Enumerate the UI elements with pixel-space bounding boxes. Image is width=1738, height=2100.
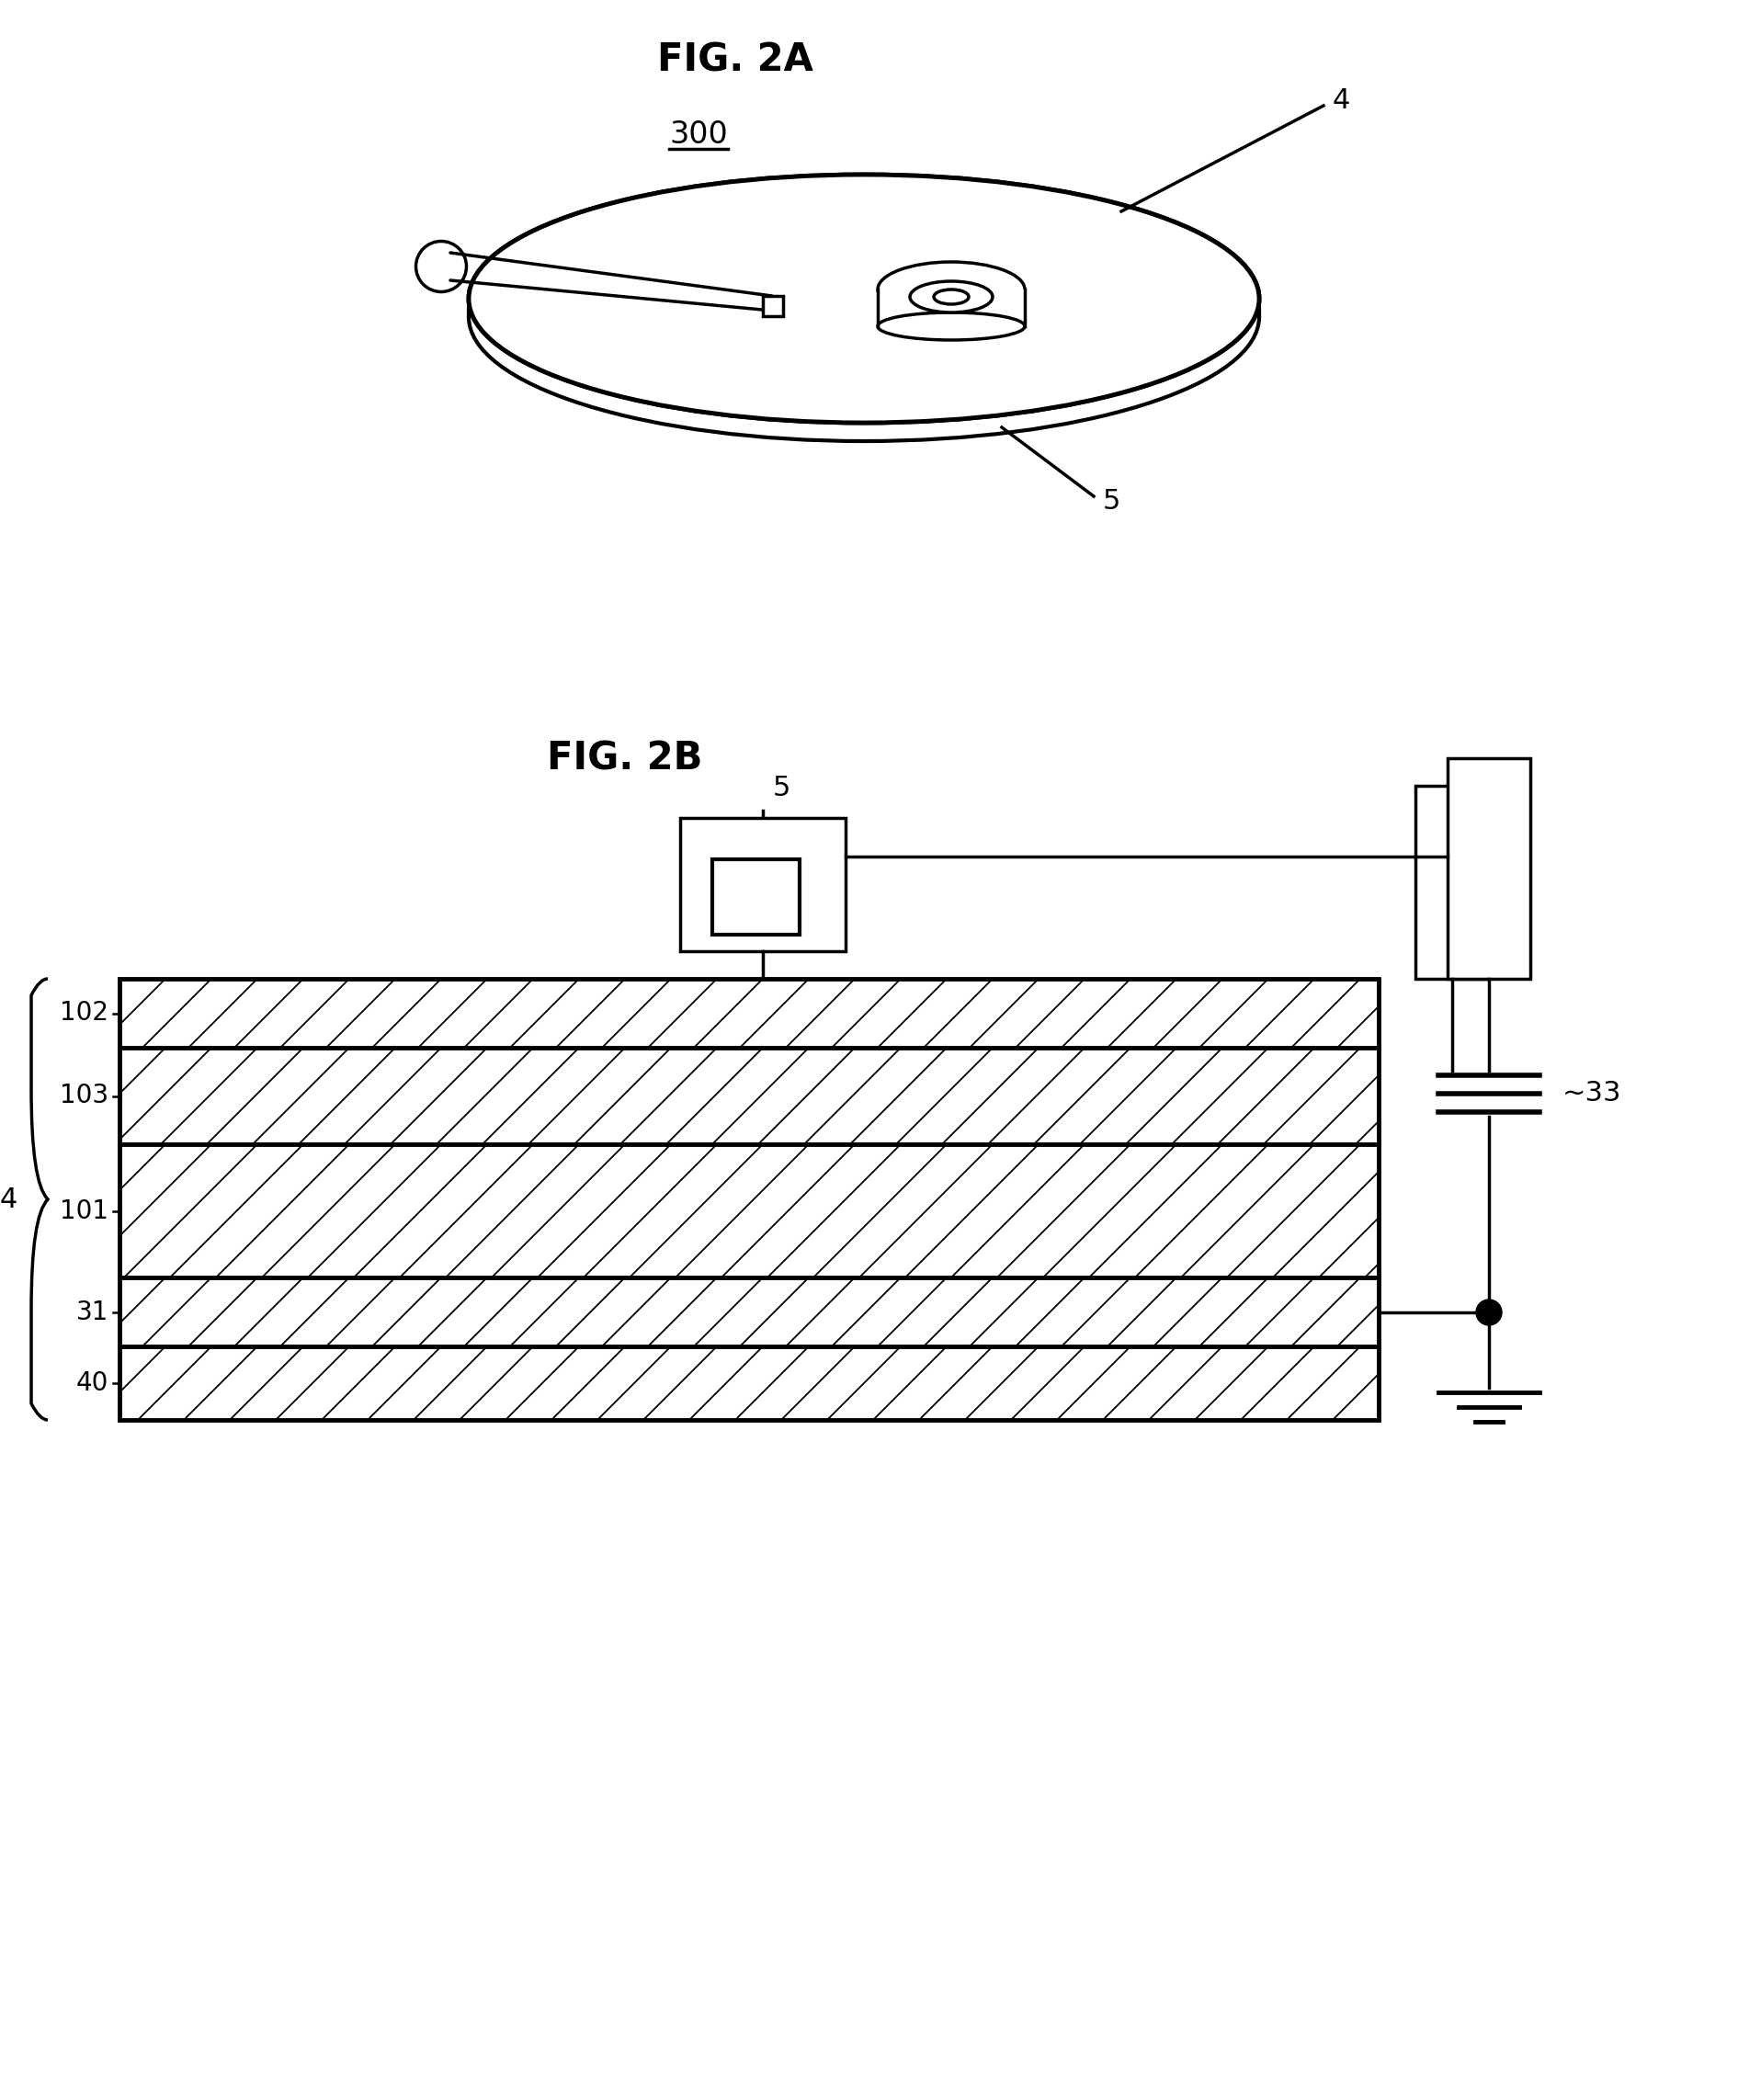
Text: FIG. 2B: FIG. 2B [547, 739, 702, 779]
Ellipse shape [933, 290, 968, 304]
Text: FIG. 2A: FIG. 2A [657, 42, 813, 80]
Bar [680, 817, 846, 951]
Ellipse shape [878, 313, 1025, 340]
Bar [1415, 785, 1489, 979]
Text: 40: 40 [76, 1371, 108, 1396]
Bar [713, 859, 799, 934]
Ellipse shape [878, 262, 1025, 317]
Text: 102: 102 [59, 1000, 108, 1027]
Text: 5: 5 [772, 775, 791, 802]
Text: 4: 4 [1333, 88, 1350, 113]
Ellipse shape [469, 174, 1258, 422]
Text: 31: 31 [76, 1300, 108, 1325]
Bar [1448, 758, 1529, 979]
Bar [120, 979, 1378, 1048]
Bar [763, 296, 784, 317]
Bar [120, 1144, 1378, 1277]
Bar [120, 1277, 1378, 1346]
Bar [878, 290, 1025, 326]
Bar [120, 1048, 1378, 1144]
Ellipse shape [415, 242, 466, 292]
Ellipse shape [911, 281, 992, 313]
Bar [120, 979, 1378, 1420]
Ellipse shape [469, 193, 1258, 441]
Circle shape [1476, 1300, 1502, 1325]
Ellipse shape [469, 174, 1258, 422]
Text: 101: 101 [59, 1197, 108, 1224]
Text: 5: 5 [1104, 487, 1121, 514]
Text: 300: 300 [669, 120, 728, 149]
Text: 4: 4 [0, 1186, 17, 1212]
Text: 103: 103 [59, 1084, 108, 1109]
Bar [120, 1346, 1378, 1420]
Text: ~33: ~33 [1562, 1079, 1622, 1107]
